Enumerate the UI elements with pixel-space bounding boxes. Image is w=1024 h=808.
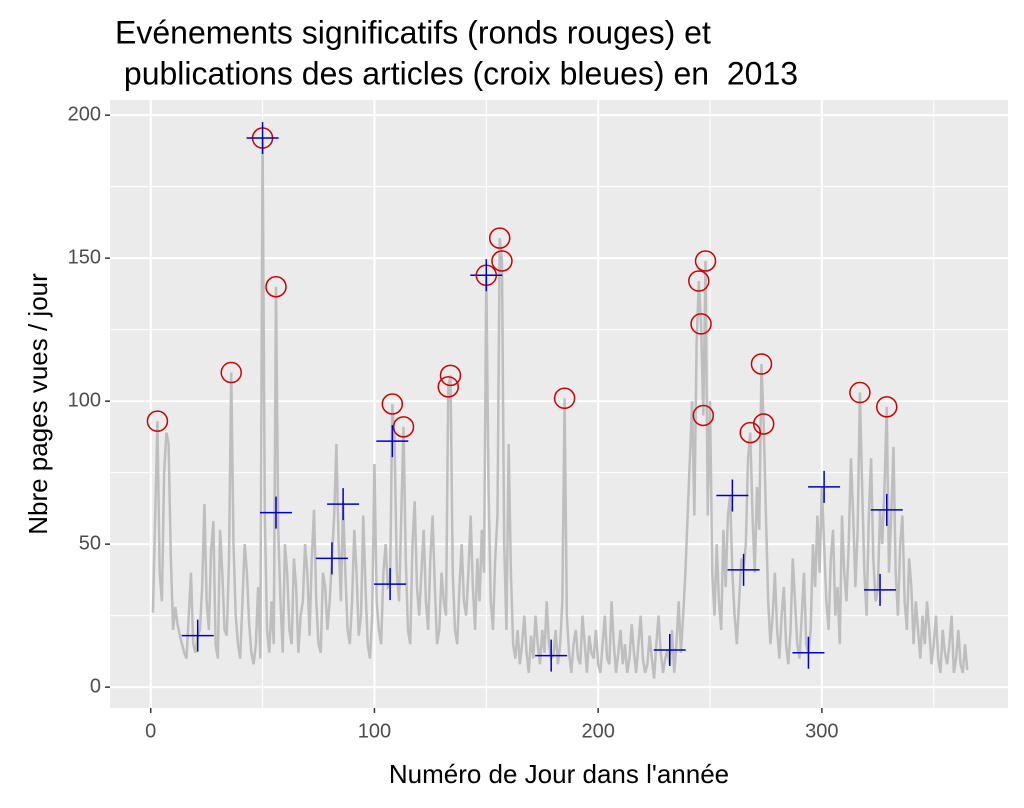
event-circle <box>491 250 513 272</box>
y-tick-label: 200 <box>68 103 101 125</box>
publication-cross <box>716 479 749 512</box>
event-circle <box>692 404 715 427</box>
event-circle <box>553 387 576 410</box>
publication-cross <box>870 493 903 526</box>
publication-cross <box>864 573 897 606</box>
publication-cross <box>808 470 841 503</box>
x-tick-label: 0 <box>145 720 156 742</box>
event-circle <box>220 361 243 384</box>
publication-cross <box>374 568 407 601</box>
publication-cross <box>181 619 214 652</box>
x-tick-label: 300 <box>805 720 838 742</box>
y-tick-label: 100 <box>68 389 101 411</box>
publication-cross <box>259 496 292 529</box>
publication-cross <box>315 542 348 575</box>
x-axis-title: Numéro de Jour dans l'année <box>389 759 729 789</box>
event-circle <box>146 410 169 432</box>
publication-cross <box>535 639 568 672</box>
chart-title: publications des articles (croix bleues)… <box>115 55 798 91</box>
chart-title: Evénements significatifs (ronds rouges) … <box>115 14 711 50</box>
event-circle <box>488 227 511 249</box>
x-tick-label: 100 <box>358 720 391 742</box>
publication-cross <box>792 636 825 669</box>
event-circle <box>392 416 415 438</box>
plot-panel <box>110 100 1008 708</box>
publication-cross <box>327 488 360 521</box>
event-circle <box>688 270 710 292</box>
event-circle <box>849 381 871 404</box>
event-circle <box>439 364 462 387</box>
event-circle <box>750 353 773 375</box>
publication-cross <box>376 425 409 458</box>
y-tick-label: 50 <box>79 532 101 554</box>
publication-cross <box>727 553 760 586</box>
event-circle <box>690 313 712 335</box>
y-tick-label: 150 <box>68 246 101 268</box>
y-tick-label: 0 <box>90 675 101 697</box>
event-circle <box>752 413 775 435</box>
publication-cross <box>653 633 686 666</box>
publication-cross <box>470 259 503 292</box>
event-circle <box>381 393 404 415</box>
event-circle <box>265 275 287 298</box>
y-axis-title: Nbre pages vues / jour <box>23 273 53 535</box>
event-circle <box>437 376 460 398</box>
data-line <box>151 138 969 679</box>
event-circle <box>875 396 898 418</box>
event-circle <box>739 421 762 444</box>
x-tick-label: 200 <box>581 720 614 742</box>
event-circle <box>694 250 717 272</box>
publication-cross <box>246 122 279 155</box>
